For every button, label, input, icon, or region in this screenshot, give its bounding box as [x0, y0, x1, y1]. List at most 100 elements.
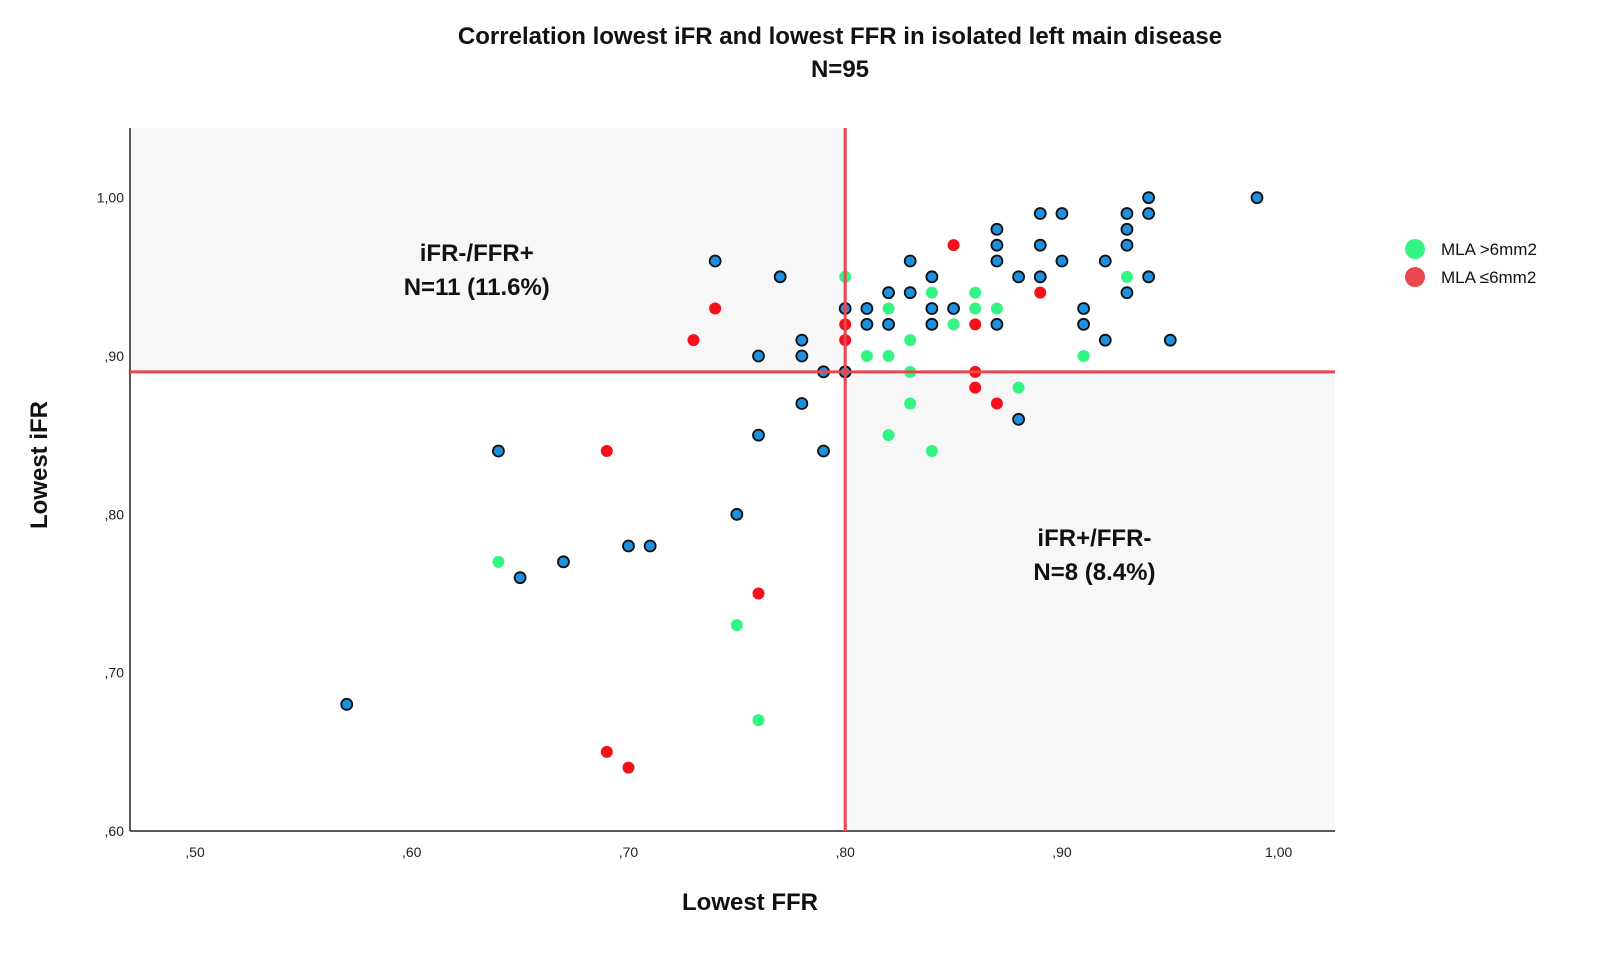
data-point-series-0	[1142, 270, 1156, 284]
data-point-series-0	[1033, 238, 1047, 252]
x-tick-label: ,80	[835, 844, 855, 860]
data-point-series-2	[622, 761, 635, 774]
data-point-series-1	[969, 302, 982, 315]
data-point-series-0	[340, 697, 354, 711]
data-point-series-1	[969, 286, 982, 299]
data-point-series-0	[947, 302, 960, 315]
data-point-series-0	[1033, 270, 1047, 284]
data-point-series-1	[882, 350, 895, 362]
data-point-series-1	[990, 302, 1003, 315]
quadrant-annotation: N=11 (11.6%)	[404, 274, 550, 301]
y-tick-label: ,80	[105, 506, 125, 522]
chart-subtitle: N=95	[811, 56, 869, 83]
data-point-series-2	[687, 334, 700, 347]
data-point-series-0	[925, 317, 939, 331]
data-point-series-0	[925, 270, 939, 284]
data-point-series-0	[1120, 238, 1134, 252]
data-point-series-0	[1077, 302, 1090, 315]
data-point-series-0	[795, 349, 809, 363]
data-point-series-1	[752, 714, 765, 727]
data-point-series-1	[947, 318, 960, 331]
data-point-series-1	[882, 429, 895, 442]
data-point-series-2	[969, 318, 982, 331]
shaded-quadrant-ifr-pos-ffr-neg	[845, 371, 1335, 831]
data-point-series-0	[752, 428, 765, 442]
data-point-series-1	[1012, 381, 1025, 394]
y-tick-label: 1,00	[97, 190, 124, 206]
data-point-series-2	[752, 587, 765, 600]
data-point-series-0	[1012, 412, 1025, 426]
data-point-series-0	[1033, 207, 1047, 220]
data-point-series-1	[882, 302, 895, 315]
data-point-series-1	[925, 286, 938, 299]
data-point-series-0	[557, 555, 570, 569]
data-point-series-0	[622, 539, 635, 553]
data-point-series-0	[1120, 222, 1134, 236]
x-tick-label: ,50	[185, 844, 205, 860]
data-point-series-0	[1055, 254, 1069, 268]
x-tick-label: ,60	[402, 844, 422, 860]
data-point-series-0	[1142, 207, 1156, 220]
data-point-series-0	[1250, 191, 1264, 205]
data-point-series-0	[708, 254, 722, 268]
data-point-series-0	[1077, 317, 1090, 331]
chart-title: Correlation lowest iFR and lowest FFR in…	[458, 23, 1222, 50]
data-point-series-0	[1120, 207, 1134, 220]
data-point-series-2	[709, 302, 722, 315]
data-point-series-2	[969, 381, 982, 394]
y-tick-label: ,90	[105, 348, 125, 364]
data-point-series-1	[730, 619, 743, 632]
x-tick-label: ,90	[1052, 844, 1072, 860]
data-point-series-0	[925, 302, 939, 315]
data-point-series-1	[904, 334, 917, 347]
legend-marker	[1405, 239, 1425, 259]
data-point-series-0	[1098, 254, 1112, 268]
data-point-series-1	[925, 445, 938, 457]
data-point-series-0	[817, 444, 830, 458]
data-point-series-0	[752, 349, 765, 363]
data-point-series-2	[600, 445, 613, 457]
legend-label: MLA ≤6mm2	[1441, 268, 1536, 287]
data-point-series-2	[600, 745, 613, 758]
data-point-series-0	[882, 317, 895, 331]
x-tick-label: 1,00	[1265, 844, 1292, 860]
quadrant-annotation: iFR-/FFR+	[420, 240, 534, 267]
data-point-series-0	[990, 317, 1004, 331]
data-point-series-0	[860, 317, 874, 331]
data-point-series-2	[1034, 286, 1047, 299]
data-point-series-1	[904, 397, 917, 410]
x-tick-label: ,70	[619, 844, 639, 860]
y-tick-label: ,70	[105, 665, 125, 681]
data-point-series-0	[795, 397, 809, 410]
data-point-series-0	[643, 539, 657, 553]
data-point-series-0	[730, 507, 744, 521]
shaded-quadrant-ifr-neg-ffr-pos	[130, 128, 846, 372]
legend-marker	[1405, 267, 1425, 287]
data-point-series-0	[990, 254, 1004, 268]
quadrant-annotation: iFR+/FFR-	[1037, 525, 1151, 552]
data-point-series-0	[1120, 286, 1134, 300]
quadrant-annotation: N=8 (8.4%)	[1033, 559, 1155, 586]
data-point-series-0	[1163, 333, 1177, 347]
data-point-series-0	[903, 286, 917, 300]
data-point-series-2	[990, 397, 1003, 410]
data-point-series-0	[513, 571, 527, 585]
data-point-series-0	[903, 254, 917, 268]
data-point-series-1	[1120, 270, 1133, 283]
data-point-series-0	[492, 444, 505, 458]
data-point-series-1	[492, 555, 505, 568]
data-point-series-0	[1012, 270, 1025, 284]
data-point-series-0	[1055, 207, 1069, 220]
data-point-series-2	[947, 239, 960, 252]
y-axis-label: Lowest iFR	[26, 401, 53, 529]
data-point-series-0	[860, 302, 874, 315]
data-point-series-0	[773, 270, 787, 284]
plot-area: ,50 ,60 ,70 ,80 ,90 1,00 ,60 ,70 ,80 ,90 1,00 iFR-/…	[97, 128, 1537, 860]
legend-label: MLA >6mm2	[1441, 240, 1537, 259]
data-point-series-0	[1098, 333, 1112, 347]
x-axis-label: Lowest FFR	[682, 889, 818, 916]
y-tick-label: ,60	[105, 823, 125, 839]
data-point-series-0	[990, 222, 1004, 236]
data-point-series-0	[990, 238, 1004, 252]
